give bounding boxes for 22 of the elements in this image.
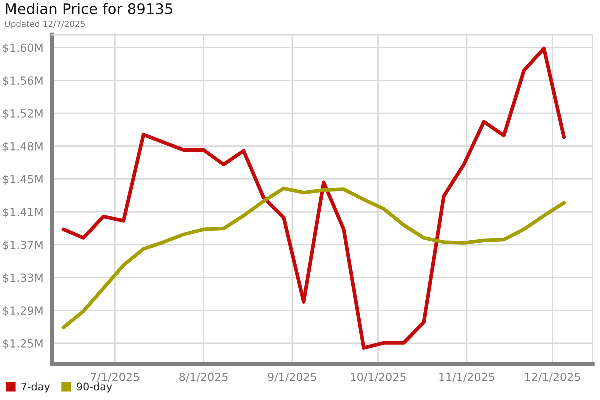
y-tick-label: $1.48M — [3, 142, 43, 152]
line-series — [62, 186, 566, 330]
legend-label: 7-day — [22, 382, 50, 393]
x-tick-label: 12/1/2025 — [525, 372, 580, 382]
y-tick-label: $1.52M — [3, 109, 43, 120]
x-tick-label: 10/1/2025 — [351, 372, 406, 382]
y-tick-label: $1.29M — [3, 306, 43, 316]
x-tick-label: 7/1/2025 — [91, 372, 140, 382]
legend-label: 90-day — [77, 382, 112, 393]
y-tick-label: $1.45M — [3, 175, 43, 186]
line-series — [62, 46, 566, 350]
x-tick-label: 8/1/2025 — [180, 372, 228, 382]
chart-subtitle: Updated 12/7/2025 — [6, 20, 85, 29]
y-tick-label: $1.60M — [3, 44, 43, 54]
y-tick-label: $1.41M — [3, 208, 43, 218]
x-tick-label: 9/1/2025 — [268, 372, 316, 382]
y-tick-label: $1.25M — [3, 339, 43, 350]
y-tick-label: $1.33M — [3, 274, 43, 284]
chart-title: Median Price for 89135 — [6, 3, 172, 14]
y-tick-label: $1.56M — [3, 76, 43, 87]
y-tick-label: $1.37M — [3, 240, 43, 251]
x-tick-label: 11/1/2025 — [440, 372, 494, 382]
